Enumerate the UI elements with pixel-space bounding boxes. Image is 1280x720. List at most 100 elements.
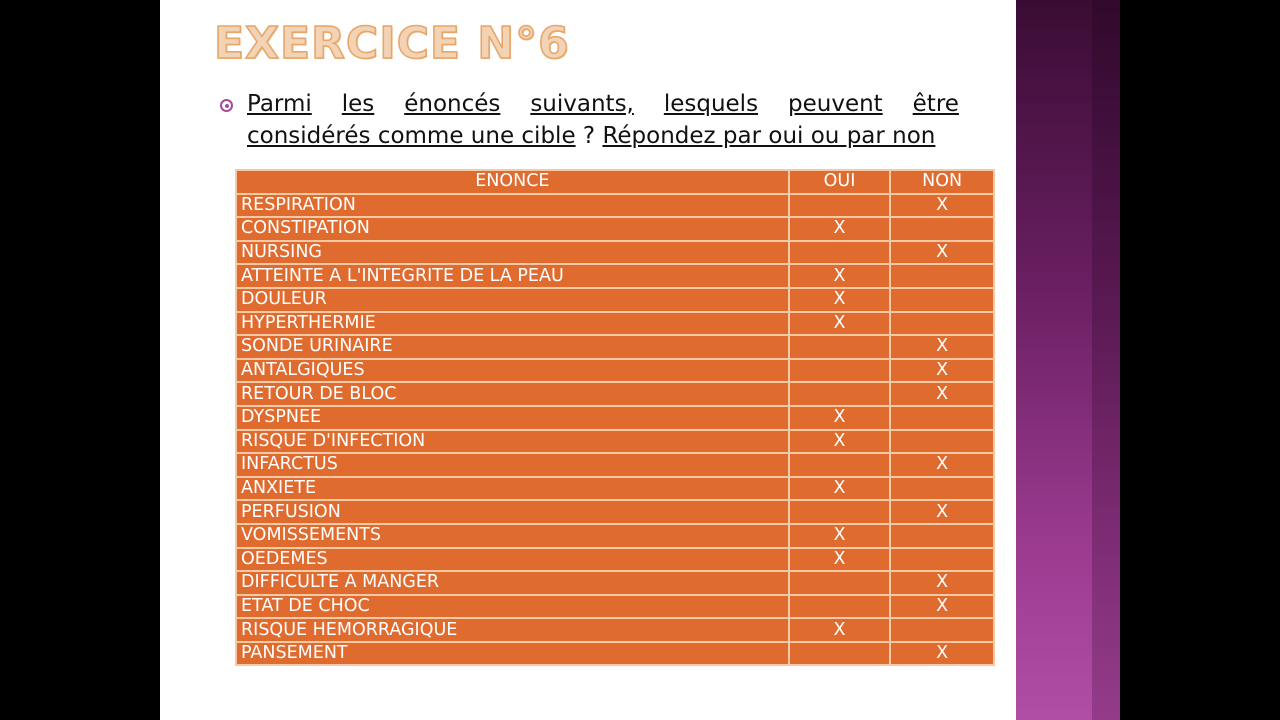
cell-enonce: DOULEUR xyxy=(235,286,790,313)
cell-non xyxy=(889,428,995,455)
table-row: ANTALGIQUES X xyxy=(235,357,995,384)
slide-title: EXERCICE N°6 xyxy=(213,17,570,70)
cell-non xyxy=(889,216,995,242)
side-band-shade xyxy=(1092,0,1120,720)
cell-oui: X xyxy=(787,286,892,313)
cell-enonce: DIFFICULTE A MANGER xyxy=(235,570,790,596)
question-word: être xyxy=(912,91,959,117)
cell-oui: X xyxy=(787,216,892,242)
cell-oui xyxy=(787,593,892,620)
cell-non: X xyxy=(889,357,995,384)
cell-non xyxy=(889,263,995,289)
question-word: suivants, xyxy=(530,91,634,117)
cell-oui xyxy=(787,499,892,525)
question-instruction-underlined: Répondez par oui ou par non xyxy=(602,123,936,149)
cell-enonce: NURSING xyxy=(235,239,790,266)
table-row: RESPIRATION X xyxy=(235,192,995,219)
cell-oui xyxy=(787,570,892,596)
cell-oui: X xyxy=(787,263,892,289)
header-enonce: ENONCE xyxy=(235,169,790,195)
cell-oui xyxy=(787,239,892,266)
cell-oui: X xyxy=(787,428,892,455)
cell-enonce: PANSEMENT xyxy=(235,640,790,667)
question-line-1: Parmi les énoncés suivants, lesquels peu… xyxy=(247,88,959,120)
table-row: NURSING X xyxy=(235,239,995,266)
cell-oui: X xyxy=(787,404,892,431)
cell-non: X xyxy=(889,192,995,219)
cell-oui xyxy=(787,334,892,360)
cell-oui xyxy=(787,640,892,667)
cell-non xyxy=(889,404,995,431)
question-word: Parmi xyxy=(247,91,312,117)
table-row: RISQUE D'INFECTION X xyxy=(235,428,995,455)
cell-enonce: INFARCTUS xyxy=(235,452,790,478)
cell-non xyxy=(889,522,995,549)
cell-enonce: HYPERTHERMIE xyxy=(235,310,790,337)
cell-enonce: ETAT DE CHOC xyxy=(235,593,790,620)
table-row: DYSPNEE X xyxy=(235,404,995,431)
cell-oui xyxy=(787,192,892,219)
slide: EXERCICE N°6 Parmi les énoncés suivants,… xyxy=(160,0,1120,720)
question-word: peuvent xyxy=(788,91,883,117)
cell-oui xyxy=(787,357,892,384)
table-header-row: ENONCE OUI NON xyxy=(235,169,995,195)
bullet-icon xyxy=(220,99,233,112)
question-part-plain: ? xyxy=(575,123,603,149)
table-row: DIFFICULTE A MANGER X xyxy=(235,570,995,596)
cell-enonce: DYSPNEE xyxy=(235,404,790,431)
cell-oui: X xyxy=(787,546,892,573)
question-word: lesquels xyxy=(663,91,759,117)
cell-enonce: RISQUE HEMORRAGIQUE xyxy=(235,617,790,643)
cell-non xyxy=(889,546,995,573)
cell-non: X xyxy=(889,334,995,360)
cell-enonce: ANTALGIQUES xyxy=(235,357,790,384)
cell-oui: X xyxy=(787,522,892,549)
cell-non: X xyxy=(889,381,995,407)
cell-non: X xyxy=(889,570,995,596)
table-row: PANSEMENT X xyxy=(235,640,995,667)
cell-enonce: RESPIRATION xyxy=(235,192,790,219)
cell-non: X xyxy=(889,452,995,478)
answer-table: ENONCE OUI NON RESPIRATION X CONSTIPATION X… xyxy=(235,169,995,667)
question-word: énoncés xyxy=(404,91,501,117)
table-row: SONDE URINAIRE X xyxy=(235,334,995,360)
cell-enonce: RISQUE D'INFECTION xyxy=(235,428,790,455)
cell-enonce: ANXIETE xyxy=(235,475,790,502)
table-row: RISQUE HEMORRAGIQUE X xyxy=(235,617,995,643)
table-row: VOMISSEMENTS X xyxy=(235,522,995,549)
table-row: OEDEMES X xyxy=(235,546,995,573)
table-row: ANXIETE X xyxy=(235,475,995,502)
question-line-2: considérés comme une cible ? Répondez pa… xyxy=(247,120,959,152)
cell-oui xyxy=(787,452,892,478)
cell-non: X xyxy=(889,593,995,620)
table-row: CONSTIPATION X xyxy=(235,216,995,242)
cell-enonce: ATTEINTE A L'INTEGRITE DE LA PEAU xyxy=(235,263,790,289)
cell-non: X xyxy=(889,239,995,266)
question-word: les xyxy=(341,91,375,117)
cell-non xyxy=(889,310,995,337)
table-row: INFARCTUS X xyxy=(235,452,995,478)
header-oui: OUI xyxy=(787,169,892,195)
cell-oui: X xyxy=(787,617,892,643)
header-non: NON xyxy=(889,169,995,195)
table-row: HYPERTHERMIE X xyxy=(235,310,995,337)
cell-enonce: OEDEMES xyxy=(235,546,790,573)
table-row: ETAT DE CHOC X xyxy=(235,593,995,620)
question-text: Parmi les énoncés suivants, lesquels peu… xyxy=(247,88,959,152)
cell-enonce: CONSTIPATION xyxy=(235,216,790,242)
cell-enonce: PERFUSION xyxy=(235,499,790,525)
cell-non xyxy=(889,286,995,313)
cell-oui: X xyxy=(787,475,892,502)
decorative-side-band xyxy=(1016,0,1120,720)
table-row: DOULEUR X xyxy=(235,286,995,313)
cell-enonce: RETOUR DE BLOC xyxy=(235,381,790,407)
table-row: PERFUSION X xyxy=(235,499,995,525)
cell-enonce: VOMISSEMENTS xyxy=(235,522,790,549)
cell-oui: X xyxy=(787,310,892,337)
cell-non xyxy=(889,475,995,502)
question-part-underlined: considérés comme une cible xyxy=(247,123,576,149)
cell-non xyxy=(889,617,995,643)
cell-enonce: SONDE URINAIRE xyxy=(235,334,790,360)
cell-non: X xyxy=(889,499,995,525)
table-row: ATTEINTE A L'INTEGRITE DE LA PEAU X xyxy=(235,263,995,289)
